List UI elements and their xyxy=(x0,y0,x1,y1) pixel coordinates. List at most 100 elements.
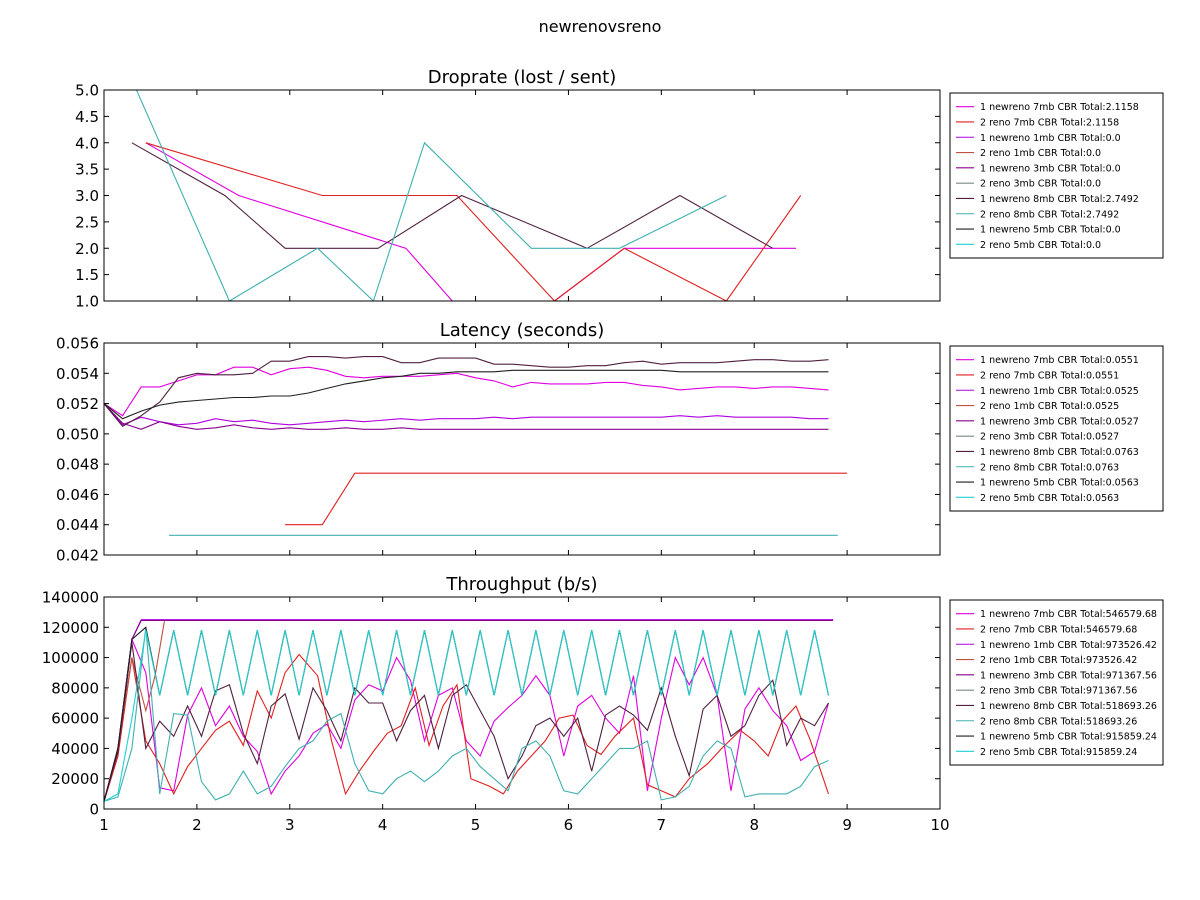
series-line xyxy=(104,653,830,802)
legend-box xyxy=(949,92,1164,259)
legend-label: 2 reno 5mb CBR Total:915859.24 xyxy=(980,747,1137,758)
legend-label: 1 newreno 8mb CBR Total:2.7492 xyxy=(980,194,1139,205)
series-line xyxy=(104,637,830,802)
legend-label: 1 newreno 7mb CBR Total:2.1158 xyxy=(980,102,1139,113)
x-tick-label: 1 xyxy=(99,816,109,834)
series-line xyxy=(104,403,829,426)
y-tick-label: 1.5 xyxy=(75,266,99,284)
chart-panels: Droprate (lost / sent) 1.0 1.5 2.0 2.5 3.0 3.5… xyxy=(42,67,1164,834)
y-tick-label: 0.046 xyxy=(56,486,99,504)
y-tick-label: 0.056 xyxy=(56,335,99,353)
legend: 1 newreno 7mb CBR Total:546579.68 2 reno … xyxy=(949,599,1164,766)
x-tick-label: 2 xyxy=(192,816,202,834)
series-line xyxy=(285,472,848,526)
legend-box xyxy=(949,345,1164,512)
series-line xyxy=(104,621,165,802)
y-tick-label: 80000 xyxy=(51,679,99,697)
series-line xyxy=(104,403,829,430)
y-tick-label: 120000 xyxy=(42,619,99,637)
legend-label: 1 newreno 3mb CBR Total:0.0 xyxy=(980,163,1121,174)
legend-label: 2 reno 3mb CBR Total:0.0527 xyxy=(980,432,1119,443)
legend-label: 2 reno 8mb CBR Total:0.0763 xyxy=(980,462,1119,473)
y-tick-label: 3.5 xyxy=(75,161,99,179)
legend-label: 2 reno 7mb CBR Total:2.1158 xyxy=(980,117,1119,128)
panel-title: Droprate (lost / sent) xyxy=(428,67,617,88)
legend-label: 1 newreno 1mb CBR Total:0.0 xyxy=(980,133,1121,144)
series-line xyxy=(104,627,829,802)
x-tick-label: 8 xyxy=(749,816,759,834)
legend-label: 1 newreno 7mb CBR Total:0.0551 xyxy=(980,355,1139,366)
legend-label: 1 newreno 1mb CBR Total:0.0525 xyxy=(980,386,1139,397)
series-line xyxy=(104,630,830,802)
legend-label: 1 newreno 5mb CBR Total:915859.24 xyxy=(980,732,1157,743)
legend-label: 1 newreno 5mb CBR Total:0.0563 xyxy=(980,478,1139,489)
y-tick-label: 100000 xyxy=(42,649,99,667)
x-tick-label: 4 xyxy=(378,816,388,834)
y-tick-label: 0.050 xyxy=(56,425,99,443)
legend-label: 2 reno 7mb CBR Total:546579.68 xyxy=(980,624,1137,635)
legend-label: 1 newreno 8mb CBR Total:0.0763 xyxy=(980,447,1139,458)
legend-label: 1 newreno 1mb CBR Total:973526.42 xyxy=(980,640,1157,651)
y-tick-label: 1.0 xyxy=(75,293,99,311)
y-tick-label: 0.048 xyxy=(56,456,99,474)
series-line xyxy=(131,142,774,249)
panel-title: Throughput (b/s) xyxy=(445,574,597,595)
series-lines xyxy=(104,356,848,536)
legend-label: 2 reno 5mb CBR Total:0.0563 xyxy=(980,493,1119,504)
y-tick-label: 2.5 xyxy=(75,213,99,231)
legend-label: 2 reno 8mb CBR Total:518693.26 xyxy=(980,716,1137,727)
legend-label: 2 reno 3mb CBR Total:0.0 xyxy=(980,179,1101,190)
y-tick-label: 2.0 xyxy=(75,240,99,258)
legend-label: 1 newreno 7mb CBR Total:546579.68 xyxy=(980,609,1157,620)
y-tick-label: 5.0 xyxy=(75,82,99,100)
panel-title: Latency (seconds) xyxy=(440,320,605,341)
legend-label: 2 reno 5mb CBR Total:0.0 xyxy=(980,240,1101,251)
plot-frame xyxy=(103,596,941,810)
series-line xyxy=(104,366,829,417)
legend-label: 2 reno 7mb CBR Total:0.0551 xyxy=(980,370,1119,381)
legend-label: 2 reno 1mb CBR Total:973526.42 xyxy=(980,655,1137,666)
y-tick-label: 0.044 xyxy=(56,516,99,534)
y-tick-label: 60000 xyxy=(51,710,99,728)
series-line xyxy=(145,142,796,301)
x-tick-label: 5 xyxy=(471,816,481,834)
x-tick-label: 10 xyxy=(930,816,949,834)
y-tick-label: 20000 xyxy=(51,770,99,788)
y-tick-label: 0.054 xyxy=(56,365,99,383)
series-line xyxy=(104,369,829,420)
legend-label: 2 reno 1mb CBR Total:0.0 xyxy=(980,148,1101,159)
plot-frame xyxy=(103,89,941,302)
y-tick-label: 0.042 xyxy=(56,547,99,565)
x-tick-label: 9 xyxy=(842,816,852,834)
legend-label: 1 newreno 5mb CBR Total:0.0 xyxy=(980,225,1121,236)
series-line xyxy=(104,619,834,802)
series-lines xyxy=(131,90,802,301)
y-tick-label: 40000 xyxy=(51,740,99,758)
series-line xyxy=(104,356,829,428)
series-line xyxy=(104,619,834,802)
series-line xyxy=(104,642,829,802)
legend-label: 1 newreno 8mb CBR Total:518693.26 xyxy=(980,701,1157,712)
y-tick-label: 4.0 xyxy=(75,134,99,152)
legend-label: 1 newreno 3mb CBR Total:971367.56 xyxy=(980,670,1157,681)
series-lines xyxy=(104,619,834,802)
panel-2: Latency (seconds) 0.042 0.044 0.046 0.048 0.0… xyxy=(56,320,1164,565)
y-tick-label: 0 xyxy=(89,801,99,819)
series-line xyxy=(135,90,727,301)
y-tick-label: 4.5 xyxy=(75,108,99,126)
legend: 1 newreno 7mb CBR Total:0.0551 2 reno 7mb… xyxy=(949,345,1164,512)
y-tick-label: 0.052 xyxy=(56,395,99,413)
figure-title: newrenovsreno xyxy=(539,17,662,36)
legend-label: 2 reno 8mb CBR Total:2.7492 xyxy=(980,209,1119,220)
panel-3: Throughput (b/s) 0 20000 40000 60000 80000 100… xyxy=(42,574,1164,834)
y-tick-label: 140000 xyxy=(42,589,99,607)
x-tick-label: 7 xyxy=(657,816,667,834)
panel-1: Droprate (lost / sent) 1.0 1.5 2.0 2.5 3.0 3.5… xyxy=(75,67,1164,311)
series-line xyxy=(145,142,802,301)
legend-label: 2 reno 3mb CBR Total:971367.56 xyxy=(980,686,1137,697)
legend: 1 newreno 7mb CBR Total:2.1158 2 reno 7mb… xyxy=(949,92,1164,259)
plot-frame xyxy=(103,342,941,556)
legend-box xyxy=(949,599,1164,766)
x-tick-label: 6 xyxy=(564,816,574,834)
